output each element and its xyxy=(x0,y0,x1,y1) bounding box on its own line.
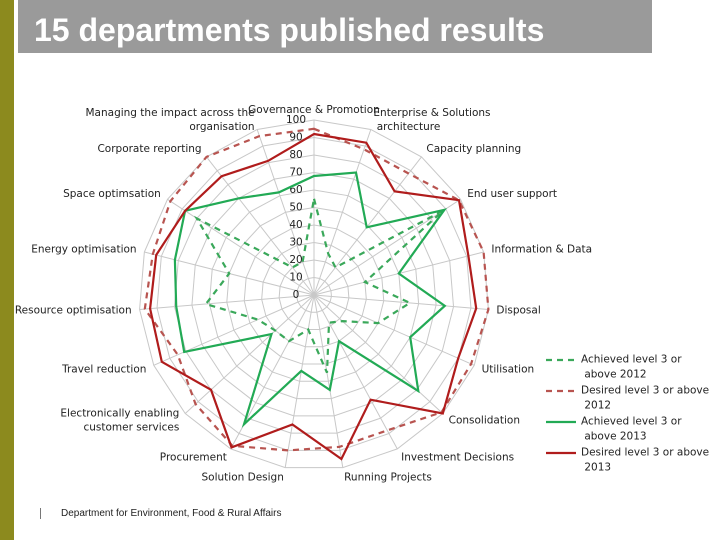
grid-ring xyxy=(191,171,437,417)
category-label: Running Projects xyxy=(344,471,432,483)
tick-label: 70 xyxy=(289,167,302,179)
category-label: Information & Data xyxy=(491,244,592,256)
grid-ring xyxy=(156,136,472,451)
tick-label: 30 xyxy=(289,237,302,249)
spoke xyxy=(313,294,489,310)
grid-ring xyxy=(226,206,402,382)
category-label: Solution Design xyxy=(202,471,284,483)
spoke xyxy=(256,129,315,296)
footer: Department for Environment, Food & Rural… xyxy=(40,508,281,519)
spoke xyxy=(313,294,444,414)
spoke xyxy=(313,129,372,296)
grid-ring xyxy=(139,119,489,469)
tick-label: 0 xyxy=(293,289,300,301)
tick-label: 50 xyxy=(289,202,302,214)
grid-ring xyxy=(243,224,385,365)
spoke xyxy=(139,294,315,310)
category-label: Governance & Promotion xyxy=(248,104,380,116)
tick-label: 100 xyxy=(286,114,306,126)
side-bar xyxy=(0,0,14,540)
category-label: End user support xyxy=(467,188,557,200)
legend-label: Achieved level 3 or above 2013 xyxy=(581,416,682,443)
series-line xyxy=(148,132,478,461)
tick-label: 80 xyxy=(289,149,302,161)
title-bar xyxy=(18,0,652,53)
slide-title: 15 departments published results xyxy=(34,12,545,48)
tick-label: 90 xyxy=(289,132,302,144)
category-label: Energy optimisation xyxy=(31,244,136,256)
grid-ring xyxy=(261,241,367,348)
category-label: Managing the impact across the organisat… xyxy=(85,107,254,133)
series-line xyxy=(173,171,447,428)
spoke xyxy=(284,294,315,468)
spoke xyxy=(167,198,315,296)
series-line xyxy=(193,198,444,374)
category-label: Corporate reporting xyxy=(97,143,201,155)
category-label: Procurement xyxy=(160,452,227,464)
spoke xyxy=(206,156,315,296)
legend-label: Desired level 3 or above 2012 xyxy=(581,385,709,412)
tick-label: 10 xyxy=(289,272,302,284)
legend-label: Achieved level 3 or above 2012 xyxy=(581,354,682,381)
spoke xyxy=(153,294,315,366)
category-label: Electronically enabling customer service… xyxy=(60,407,179,433)
spoke xyxy=(313,294,344,468)
category-label: Space optimsation xyxy=(63,188,161,200)
category-label: Disposal xyxy=(496,304,540,316)
tick-label: 20 xyxy=(289,254,302,266)
category-label: Investment Decisions xyxy=(401,452,514,464)
spoke xyxy=(313,294,475,366)
grid-ring xyxy=(278,259,350,331)
spoke xyxy=(313,294,398,450)
legend-label: Desired level 3 or above 2013 xyxy=(581,447,709,474)
spoke xyxy=(313,198,461,296)
category-label: Utilisation xyxy=(482,363,535,375)
grid-ring xyxy=(296,276,332,313)
spoke xyxy=(184,294,315,414)
tick-label: 40 xyxy=(289,219,302,231)
grid-ring xyxy=(208,189,420,400)
category-label: Capacity planning xyxy=(426,143,521,155)
category-label: Enterprise & Solutions architecture xyxy=(373,107,490,133)
category-label: Resource optimisation xyxy=(15,304,132,316)
category-label: Travel reduction xyxy=(61,363,146,375)
series-line xyxy=(143,127,490,452)
category-label: Consolidation xyxy=(449,414,520,426)
